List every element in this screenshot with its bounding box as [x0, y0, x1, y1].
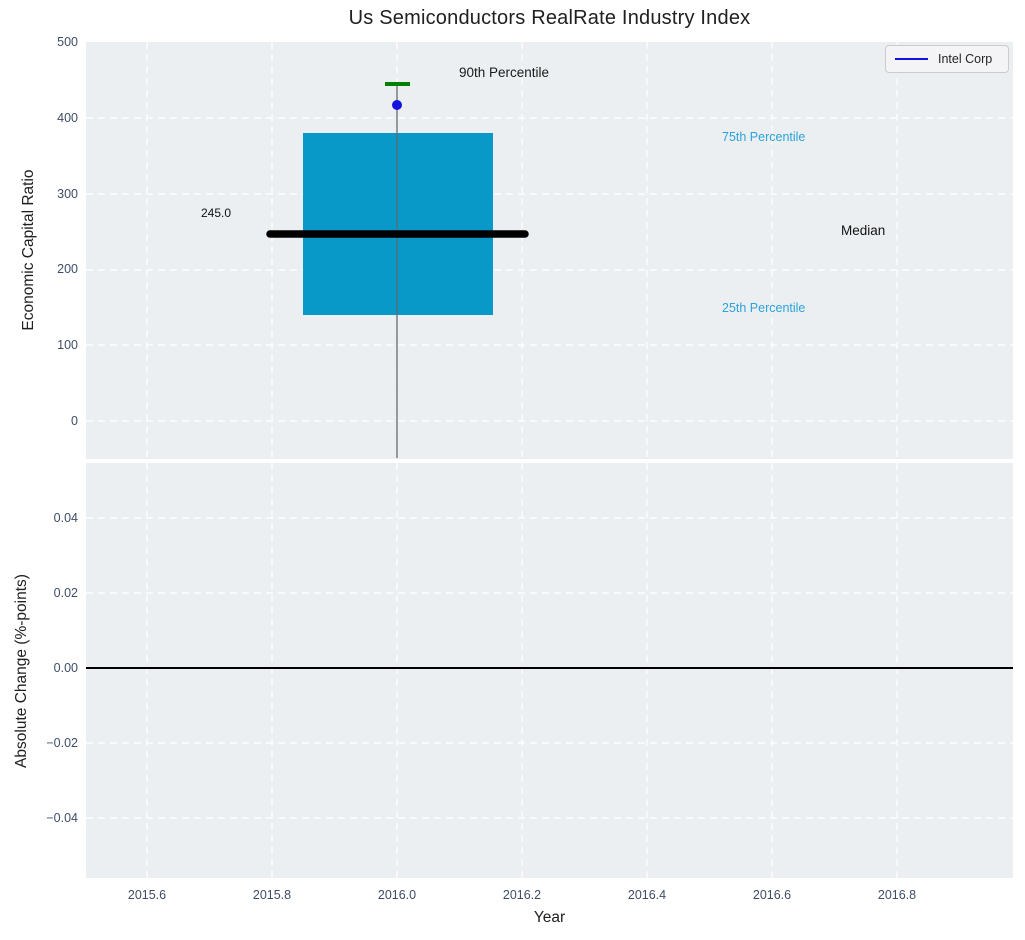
ytick-top: 400 [57, 111, 78, 125]
bottom-plot-area [86, 463, 1013, 878]
xtick: 2015.6 [127, 888, 167, 902]
legend-label: Intel Corp [938, 52, 993, 66]
x-axis-label: Year [533, 909, 566, 926]
ytick-top: 200 [57, 262, 78, 276]
ytick-bottom: 0.00 [53, 661, 78, 675]
xtick: 2016.0 [377, 888, 417, 902]
p25-annotation: 25th Percentile [722, 301, 806, 315]
ytick-bottom: 0.04 [53, 511, 78, 525]
ytick-bottom: −0.02 [46, 736, 78, 750]
gridlines [86, 463, 1013, 878]
gridlines [86, 42, 1013, 459]
p90-annotation: 90th Percentile [459, 65, 550, 80]
legend: Intel Corp [885, 45, 1009, 73]
ytick-top: 100 [57, 338, 78, 352]
chart-title: Us Semiconductors RealRate Industry Inde… [348, 7, 751, 29]
ytick-top: 0 [71, 414, 78, 428]
p75-annotation: 75th Percentile [722, 130, 806, 144]
xtick: 2016.4 [627, 888, 667, 902]
xtick: 2016.6 [752, 888, 792, 902]
ytick-top: 300 [57, 187, 78, 201]
xtick: 2016.2 [502, 888, 542, 902]
ytick-bottom: 0.02 [53, 586, 78, 600]
iqr-box [303, 133, 493, 315]
top-plot-area [86, 42, 1013, 459]
xtick: 2016.8 [877, 888, 917, 902]
median-annotation: Median [841, 223, 886, 238]
median-value-label: 245.0 [201, 206, 232, 220]
legend-line-swatch [895, 58, 928, 60]
ytick-bottom: −0.04 [46, 811, 78, 825]
y-axis-label-top: Economic Capital Ratio [20, 169, 37, 331]
y-axis-label-bottom: Absolute Change (%-points) [13, 574, 30, 768]
boxplot-canvas [86, 42, 1013, 459]
ytick-top: 500 [57, 35, 78, 49]
xtick: 2015.8 [252, 888, 292, 902]
change-canvas [86, 463, 1013, 878]
intel-marker [392, 100, 402, 110]
